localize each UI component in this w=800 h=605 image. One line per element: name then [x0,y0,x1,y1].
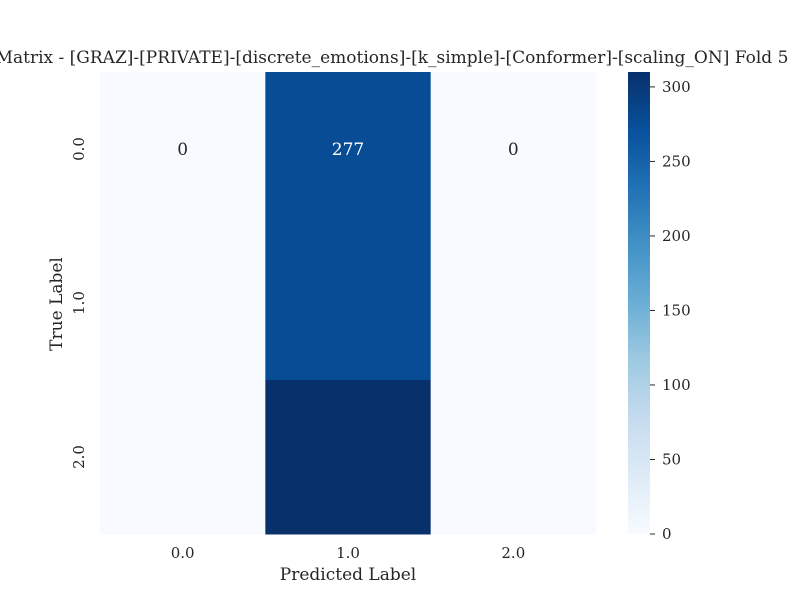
x-axis-label: Predicted Label [280,565,416,585]
chart-title: Matrix - [GRAZ]-[PRIVATE]-[discrete_emot… [0,48,788,68]
x-tick-label: 1.0 [336,544,360,562]
heatmap-cell [100,226,266,381]
heatmap-cell [430,226,597,381]
colorbar [628,72,650,534]
heatmap-cell [100,380,266,535]
x-tick-label: 0.0 [171,544,195,562]
heatmap-cell [430,380,597,535]
x-tick-label: 2.0 [501,544,525,562]
heatmap-cell [100,72,266,227]
heatmap-cell-labels: 0 277 0 [177,140,518,160]
heatmap-cell [265,380,432,535]
x-axis-ticks: 0.0 1.0 2.0 [171,544,526,562]
cell-value-label: 277 [332,140,364,160]
colorbar-tick-label: 50 [662,450,681,468]
cell-value-label: 0 [177,140,188,160]
colorbar-tick-label: 100 [662,376,691,394]
y-axis-ticks: 0.0 1.0 2.0 [70,137,88,469]
colorbar-tick-label: 200 [662,227,691,245]
colorbar-ticks: 0 50 100 150 200 250 300 [650,78,691,543]
colorbar-tick-label: 0 [662,525,672,543]
heatmap-cell [430,72,597,227]
heatmap-cell [265,226,432,381]
heatmap-cell [265,72,432,227]
heatmap-cells [100,72,597,535]
colorbar-tick-label: 300 [662,78,691,96]
y-tick-label: 2.0 [70,445,88,469]
colorbar-tick-label: 150 [662,301,691,319]
colorbar-tick-label: 250 [662,152,691,170]
cell-value-label: 0 [508,140,519,160]
y-axis-label: True Label [47,257,67,351]
y-tick-label: 1.0 [70,291,88,315]
y-tick-label: 0.0 [70,137,88,161]
